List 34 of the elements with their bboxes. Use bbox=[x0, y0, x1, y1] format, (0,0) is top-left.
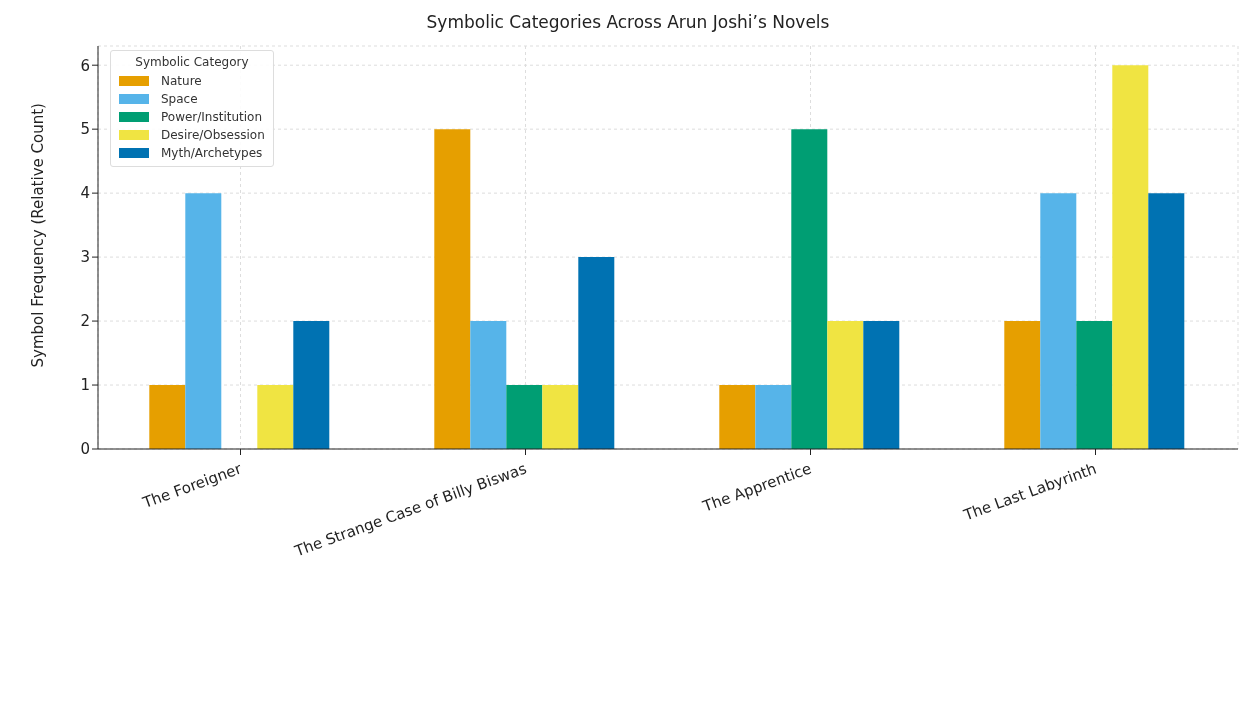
bar bbox=[293, 321, 330, 449]
y-tick-label: 2 bbox=[80, 312, 90, 331]
bar bbox=[185, 193, 222, 449]
legend-label: Space bbox=[161, 92, 198, 106]
bar bbox=[1076, 321, 1113, 449]
chart-title: Symbolic Categories Across Arun Joshi’s Novels bbox=[425, 11, 831, 34]
y-tick-label: 0 bbox=[80, 440, 90, 459]
bar bbox=[542, 385, 579, 449]
legend-label: Nature bbox=[161, 74, 202, 88]
legend-label: Desire/Obsession bbox=[161, 128, 265, 142]
bar bbox=[1004, 321, 1041, 449]
y-tick-label: 1 bbox=[80, 376, 90, 395]
legend-title: Symbolic Category bbox=[134, 55, 250, 69]
bar bbox=[149, 385, 186, 449]
y-tick-label: 5 bbox=[80, 120, 90, 139]
bar bbox=[470, 321, 507, 449]
y-tick-label: 4 bbox=[80, 184, 90, 203]
y-tick-label: 3 bbox=[80, 248, 90, 267]
legend-label: Myth/Archetypes bbox=[161, 146, 263, 160]
bar bbox=[578, 257, 615, 449]
bar bbox=[791, 129, 828, 449]
legend-label: Power/Institution bbox=[161, 110, 263, 124]
bar bbox=[506, 385, 543, 449]
bar bbox=[755, 385, 792, 449]
bar bbox=[863, 321, 900, 449]
y-tick-label: 6 bbox=[80, 56, 90, 75]
y-axis-title: Symbol Frequency (Relative Count) bbox=[29, 103, 48, 368]
bar bbox=[257, 385, 294, 449]
bar bbox=[1112, 65, 1149, 449]
bar bbox=[434, 129, 471, 449]
bar bbox=[1148, 193, 1185, 449]
bar bbox=[827, 321, 864, 449]
bar bbox=[719, 385, 756, 449]
bar bbox=[1040, 193, 1077, 449]
